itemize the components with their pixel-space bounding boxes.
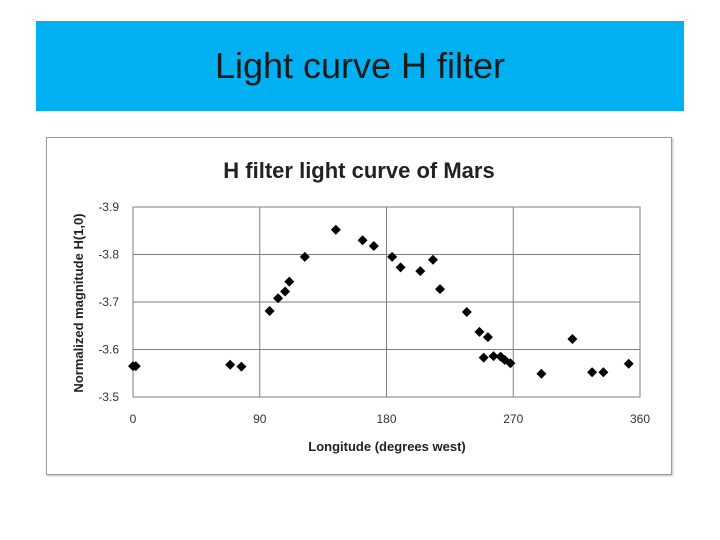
data-point	[225, 359, 236, 370]
data-point	[567, 334, 578, 345]
data-point	[273, 293, 284, 304]
chart-figure: H filter light curve of Mars -3.9 -3.8 -3.…	[46, 137, 672, 475]
data-point	[284, 276, 295, 287]
data-point	[415, 266, 426, 277]
data-point	[488, 351, 499, 362]
chart-title: H filter light curve of Mars	[223, 158, 494, 183]
y-tick-labels: -3.9 -3.8 -3.7 -3.6 -3.5	[98, 200, 119, 404]
data-point	[427, 254, 438, 265]
data-point	[598, 367, 609, 378]
x-tick-label: 180	[376, 412, 396, 426]
data-point	[395, 262, 406, 273]
scatter-chart: H filter light curve of Mars -3.9-3.8-3.…	[71, 158, 651, 454]
x-tick-label: 90	[253, 412, 267, 426]
y-tick-label: -3.7	[98, 295, 119, 309]
data-point	[474, 326, 485, 337]
y-tick-label: -3.8	[98, 248, 119, 262]
data-point	[536, 368, 547, 379]
data-point	[387, 251, 398, 262]
data-point	[357, 235, 368, 246]
x-tick-label: 270	[503, 412, 523, 426]
chart-grid	[132, 206, 641, 398]
slide-title: Light curve H filter	[214, 45, 506, 86]
y-tick-label: -3.9	[98, 200, 119, 214]
data-point	[368, 240, 379, 251]
y-tick-label: -3.6	[98, 343, 119, 357]
data-point	[587, 367, 598, 378]
data-point	[505, 358, 516, 369]
title-banner: Light curve H filter	[36, 21, 684, 111]
y-axis-label: Normalized magnitude H(1,0)	[71, 213, 86, 392]
data-points	[128, 224, 634, 379]
x-tick-label: 0	[130, 412, 137, 426]
data-point	[130, 361, 141, 372]
data-point	[299, 251, 310, 262]
data-point	[435, 284, 446, 295]
data-point	[461, 306, 472, 317]
data-point	[264, 306, 275, 317]
data-point	[280, 286, 291, 297]
data-point	[499, 354, 510, 365]
data-point	[478, 352, 489, 363]
x-tick-label: 360	[630, 412, 650, 426]
data-point	[236, 361, 247, 372]
data-point	[330, 224, 341, 235]
x-tick-labels: 0 90 180 270 360	[130, 412, 651, 426]
x-axis-label: Longitude (degrees west)	[308, 439, 465, 454]
y-tick-label: -3.5	[98, 390, 119, 404]
data-point	[482, 332, 493, 343]
data-point	[623, 358, 634, 369]
